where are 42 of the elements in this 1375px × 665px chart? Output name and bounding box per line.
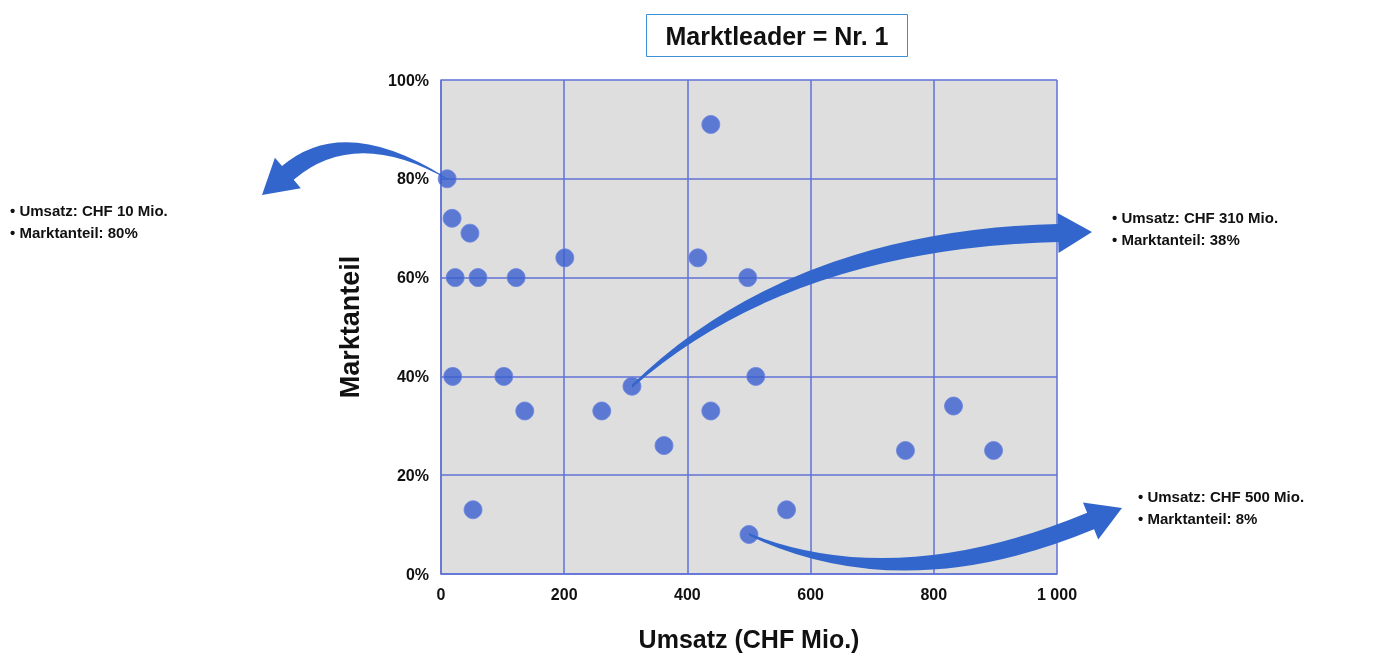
point [460,223,480,243]
point [622,376,642,396]
y-tick-label: 100% [388,71,429,89]
y-tick-label: 40% [396,367,429,385]
text: • Umsatz: CHF 310 Mio. • Marktanteil: 38% [1112,208,1279,250]
point [463,500,483,520]
point [468,268,488,288]
x-tick-label: 0 [436,585,446,603]
point [555,248,575,268]
text: • Umsatz: CHF 10 Mio. • Marktanteil: 80% [10,201,168,243]
point [442,208,462,228]
point [437,169,457,189]
point [944,396,964,416]
point [701,401,721,421]
point [984,441,1004,460]
point [494,366,514,386]
text: • Umsatz: CHF 500 Mio. • Marktanteil: 8% [1138,487,1305,529]
x-tick-label: 400 [674,585,701,603]
x-axis-title: Umsatz (CHF Mio.) [638,624,860,653]
point [738,268,758,288]
x-tick-label: 800 [920,585,948,603]
point [654,436,674,456]
point [746,366,766,386]
point [592,401,612,421]
point [739,524,759,544]
y-axis-title: Marktanteil [334,255,365,399]
y-tick-label: 20% [396,466,429,484]
point [506,268,526,288]
point [777,500,797,520]
point [445,268,465,288]
point [895,441,915,460]
x-tick-label: 200 [550,585,578,603]
y-tick-label: 0% [405,565,429,583]
y-tick-label: 60% [396,269,429,287]
point [515,401,535,421]
x-tick-label: 600 [797,585,825,603]
chart-title: Marktleader = Nr. 1 [665,21,889,50]
y-tick-label: 80% [396,170,429,188]
point [443,366,463,386]
x-tick-label: 1 000 [1036,585,1078,603]
point [688,248,708,268]
point [701,114,721,134]
